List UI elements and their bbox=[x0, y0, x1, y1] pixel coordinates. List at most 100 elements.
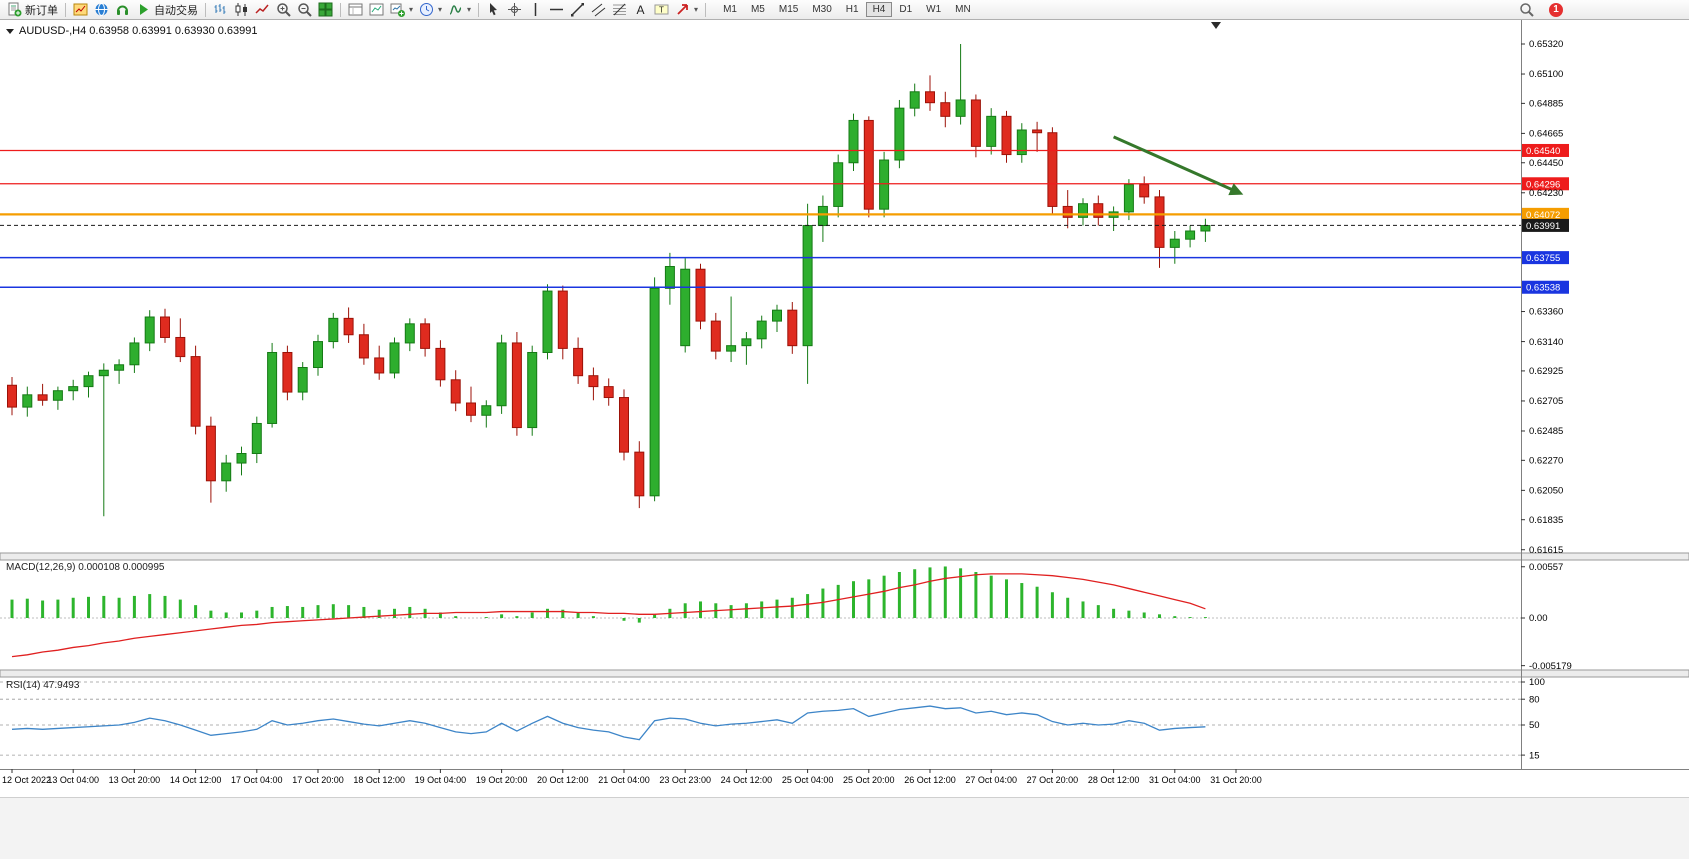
svg-text:0.64665: 0.64665 bbox=[1529, 129, 1563, 140]
toolbar-separator bbox=[65, 2, 66, 17]
search-icon[interactable] bbox=[1516, 1, 1537, 18]
svg-text:-0.005179: -0.005179 bbox=[1529, 661, 1572, 672]
indicators-button[interactable]: ▾ bbox=[445, 1, 474, 18]
text-label-icon[interactable]: T bbox=[651, 1, 672, 18]
auto-trading-button[interactable]: 自动交易 bbox=[133, 1, 201, 19]
support-icon[interactable] bbox=[112, 1, 133, 18]
svg-text:0.63360: 0.63360 bbox=[1529, 307, 1563, 318]
svg-text:0.64450: 0.64450 bbox=[1529, 158, 1563, 169]
arrow-shape-glyph bbox=[677, 4, 688, 15]
timeframe-w1[interactable]: W1 bbox=[926, 4, 942, 15]
community-icon[interactable] bbox=[91, 1, 112, 18]
svg-text:0.62705: 0.62705 bbox=[1529, 396, 1563, 407]
svg-text:31 Oct 04:00: 31 Oct 04:00 bbox=[1149, 775, 1201, 785]
status-area bbox=[0, 797, 1689, 859]
svg-text:T: T bbox=[659, 6, 664, 15]
svg-text:A: A bbox=[637, 3, 645, 17]
data-window-icon[interactable] bbox=[345, 1, 366, 18]
trendline-icon[interactable] bbox=[567, 1, 588, 18]
chevron-down-icon: ▾ bbox=[694, 5, 699, 14]
symbol-dropdown-icon[interactable] bbox=[6, 28, 14, 34]
candles-layer[interactable] bbox=[7, 44, 1211, 517]
horizontal-line-icon[interactable] bbox=[546, 1, 567, 18]
chart-window: AUDUSD-,H4 0.63958 0.63991 0.63930 0.639… bbox=[0, 20, 1689, 859]
chart-background bbox=[0, 20, 1689, 797]
timeframe-h1[interactable]: H1 bbox=[845, 4, 859, 15]
vline-glyph bbox=[534, 3, 537, 16]
timeframe-h4[interactable]: H4 bbox=[865, 2, 893, 17]
zoom-in-glyph bbox=[277, 3, 291, 17]
hline-glyph bbox=[550, 8, 564, 11]
timeframe-m30[interactable]: M30 bbox=[812, 4, 832, 15]
toolbar-separator bbox=[705, 2, 707, 17]
arrows-button[interactable]: ▾ bbox=[672, 1, 701, 18]
chevron-down-icon: ▾ bbox=[409, 5, 414, 14]
bar-chart-icon[interactable] bbox=[210, 1, 231, 18]
svg-text:21 Oct 04:00: 21 Oct 04:00 bbox=[598, 775, 650, 785]
svg-text:0.63140: 0.63140 bbox=[1529, 337, 1563, 348]
channel-glyph bbox=[591, 3, 606, 17]
candlestick-chart-icon[interactable] bbox=[231, 1, 252, 18]
auto-trading-button-label: 自动交易 bbox=[154, 4, 198, 17]
bars-glyph bbox=[214, 4, 226, 14]
line-glyph bbox=[255, 4, 269, 14]
new-order-button[interactable]: 新订单 bbox=[4, 1, 61, 19]
svg-text:31 Oct 20:00: 31 Oct 20:00 bbox=[1210, 775, 1262, 785]
crosshair-icon[interactable] bbox=[504, 1, 525, 18]
svg-text:0.64540: 0.64540 bbox=[1526, 146, 1560, 157]
macd-layer bbox=[10, 566, 1207, 658]
svg-text:14 Oct 12:00: 14 Oct 12:00 bbox=[170, 775, 222, 785]
headset-glyph bbox=[117, 5, 128, 15]
globe-glyph bbox=[95, 3, 108, 16]
fibonacci-icon[interactable] bbox=[609, 1, 630, 18]
notification-badge[interactable]: 1 bbox=[1549, 2, 1563, 17]
toolbar: 新订单 自动交易 ▾ ▾ ▾ A T ▾ M1 M5 M15 M30 H1 H4 D1 W1 MN 1 bbox=[0, 0, 1689, 20]
new-chart-button[interactable]: ▾ bbox=[387, 1, 416, 18]
text-icon[interactable]: A bbox=[630, 1, 651, 18]
toolbar-right-group: 1 bbox=[1516, 1, 1563, 18]
line-chart-icon[interactable] bbox=[252, 1, 273, 18]
profiles-button[interactable]: ▾ bbox=[416, 1, 445, 18]
svg-text:19 Oct 20:00: 19 Oct 20:00 bbox=[476, 775, 528, 785]
chart-plus-glyph bbox=[390, 3, 405, 17]
chart-title: AUDUSD-,H4 0.63958 0.63991 0.63930 0.639… bbox=[6, 25, 258, 37]
svg-text:80: 80 bbox=[1529, 694, 1540, 705]
datawin-glyph bbox=[348, 3, 363, 16]
toolbar-separator bbox=[205, 2, 206, 17]
horizontal-lines-layer[interactable] bbox=[0, 149, 1521, 289]
timeframe-m1[interactable]: M1 bbox=[723, 4, 737, 15]
svg-text:0.65320: 0.65320 bbox=[1529, 39, 1563, 50]
channel-icon[interactable] bbox=[588, 1, 609, 18]
trend-glyph bbox=[571, 3, 585, 17]
vertical-line-icon[interactable] bbox=[525, 1, 546, 18]
svg-text:0.62925: 0.62925 bbox=[1529, 366, 1563, 377]
svg-text:27 Oct 04:00: 27 Oct 04:00 bbox=[965, 775, 1017, 785]
svg-text:0.62050: 0.62050 bbox=[1529, 486, 1563, 497]
svg-text:0.62270: 0.62270 bbox=[1529, 456, 1563, 467]
svg-text:0.63991: 0.63991 bbox=[1526, 221, 1560, 232]
svg-text:0.62485: 0.62485 bbox=[1529, 426, 1563, 437]
svg-text:100: 100 bbox=[1529, 677, 1545, 688]
chart-shift-marker[interactable] bbox=[1211, 22, 1221, 29]
tile-windows-icon[interactable] bbox=[315, 1, 336, 18]
timeframe-mn[interactable]: MN bbox=[955, 4, 971, 15]
zoom-out-icon[interactable] bbox=[294, 1, 315, 18]
svg-text:0.00557: 0.00557 bbox=[1529, 562, 1563, 573]
indlist-glyph bbox=[369, 3, 384, 16]
indicator-list-icon[interactable] bbox=[366, 1, 387, 18]
charts-window-icon[interactable] bbox=[70, 1, 91, 18]
timeframe-d1[interactable]: D1 bbox=[899, 4, 913, 15]
cursor-glyph bbox=[490, 3, 498, 16]
timeframe-group: M1 M5 M15 M30 H1 H4 D1 W1 MN bbox=[716, 2, 978, 17]
chart-title-text: AUDUSD-,H4 0.63958 0.63991 0.63930 0.639… bbox=[19, 25, 258, 37]
timeframe-m15[interactable]: M15 bbox=[778, 4, 799, 15]
trend-arrow-annotation[interactable] bbox=[1112, 135, 1244, 196]
zoom-in-icon[interactable] bbox=[273, 1, 294, 18]
toolbar-separator bbox=[478, 2, 480, 17]
timeframe-m5[interactable]: M5 bbox=[750, 4, 765, 15]
new-order-glyph bbox=[8, 2, 22, 17]
cursor-icon[interactable] bbox=[483, 1, 504, 18]
